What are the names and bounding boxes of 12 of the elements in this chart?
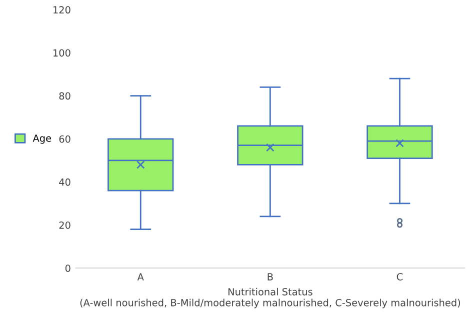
legend-label: Age <box>32 134 52 144</box>
y-tick-label: 0 <box>65 264 70 272</box>
y-tick-label: 40 <box>59 178 70 186</box>
y-tick-label: 60 <box>59 135 70 143</box>
y-tick-label: 120 <box>53 6 70 14</box>
x-tick-label: A <box>137 273 144 280</box>
x-axis-title: Nutritional Status (A-well nourished, B-Mild/moderately malnourished, C-Severely malnourished) <box>80 288 460 308</box>
x-tick-label: C <box>396 273 403 280</box>
y-tick-label: 80 <box>59 92 70 100</box>
x-tick-label: B <box>268 273 273 280</box>
y-tick-label: 20 <box>59 222 70 229</box>
y-tick-label: 100 <box>53 49 70 57</box>
